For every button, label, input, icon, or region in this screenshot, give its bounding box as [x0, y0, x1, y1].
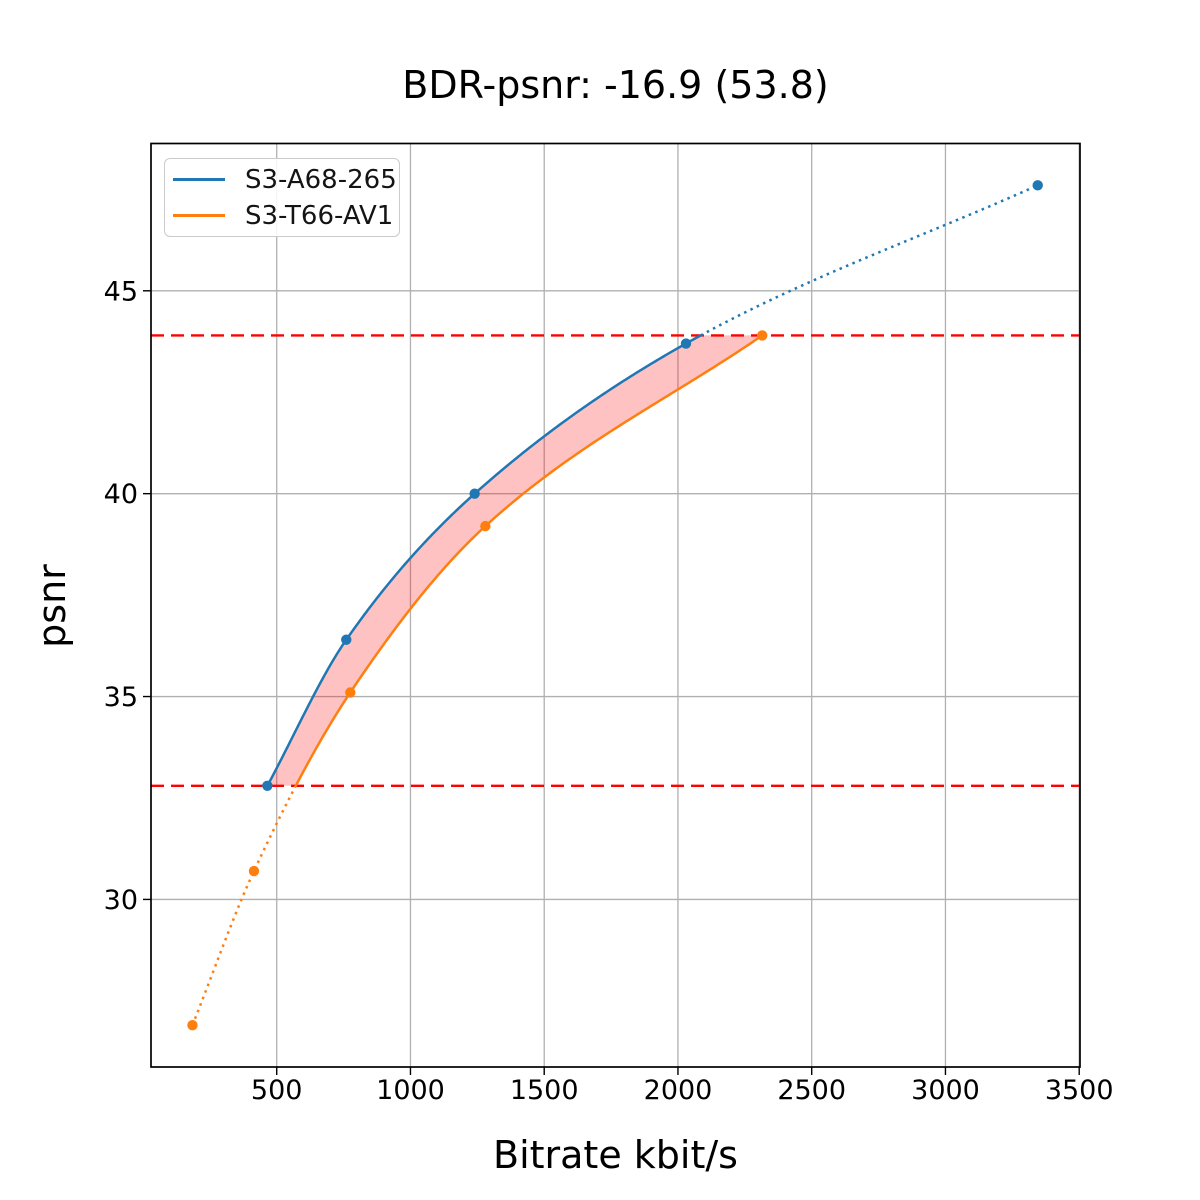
data-point-s3-a68-265 — [262, 780, 273, 792]
x-axis-label: Bitrate kbit/s — [493, 1133, 738, 1177]
data-point-s3-a68-265 — [341, 634, 352, 645]
bd-gap-fill — [267, 335, 763, 786]
y-tick-label: 45 — [104, 276, 138, 307]
y-axis-label: psnr — [30, 564, 74, 648]
legend-line-sample-orange-icon — [173, 214, 225, 217]
y-tick-label: 35 — [104, 682, 138, 713]
data-point-s3-t66-av1 — [757, 330, 768, 341]
data-point-s3-t66-av1 — [480, 520, 491, 532]
legend-label-s3-a68-265: S3-A68-265 — [245, 164, 397, 195]
data-point-s3-t66-av1 — [248, 865, 260, 877]
series-line-dotted-s3-t66-av1 — [191, 785, 297, 1026]
data-point-s3-a68-265 — [1032, 180, 1043, 191]
chart-title: BDR-psnr: -16.9 (53.8) — [402, 63, 829, 107]
x-tick-label: 3500 — [1045, 1075, 1114, 1106]
x-tick-label: 500 — [251, 1075, 303, 1106]
legend-line-sample-blue-icon — [173, 178, 225, 181]
legend-label-s3-t66-av1: S3-T66-AV1 — [245, 200, 394, 231]
x-tick-label: 1500 — [510, 1075, 579, 1106]
series-line-s3-a68-265 — [266, 334, 702, 787]
x-tick-label: 1000 — [376, 1075, 445, 1106]
legend-item-s3-a68-265: S3-A68-265 — [173, 167, 399, 193]
x-tick-label: 2000 — [644, 1075, 713, 1106]
x-tick-label: 2500 — [777, 1075, 846, 1106]
legend-item-s3-t66-av1: S3-T66-AV1 — [173, 203, 399, 229]
data-point-s3-a68-265 — [469, 488, 480, 499]
series-line-dotted-s3-a68-265 — [700, 184, 1039, 337]
data-point-s3-t66-av1 — [345, 687, 356, 698]
data-point-s3-a68-265 — [680, 338, 692, 349]
y-tick-label: 40 — [104, 479, 138, 510]
legend: S3-A68-265 S3-T66-AV1 — [164, 158, 400, 237]
y-tick-label: 30 — [104, 885, 138, 916]
plot-frame — [150, 142, 1081, 1068]
series-line-s3-t66-av1 — [294, 334, 763, 787]
data-point-s3-t66-av1 — [187, 1020, 198, 1031]
x-tick-label: 3000 — [911, 1075, 980, 1106]
